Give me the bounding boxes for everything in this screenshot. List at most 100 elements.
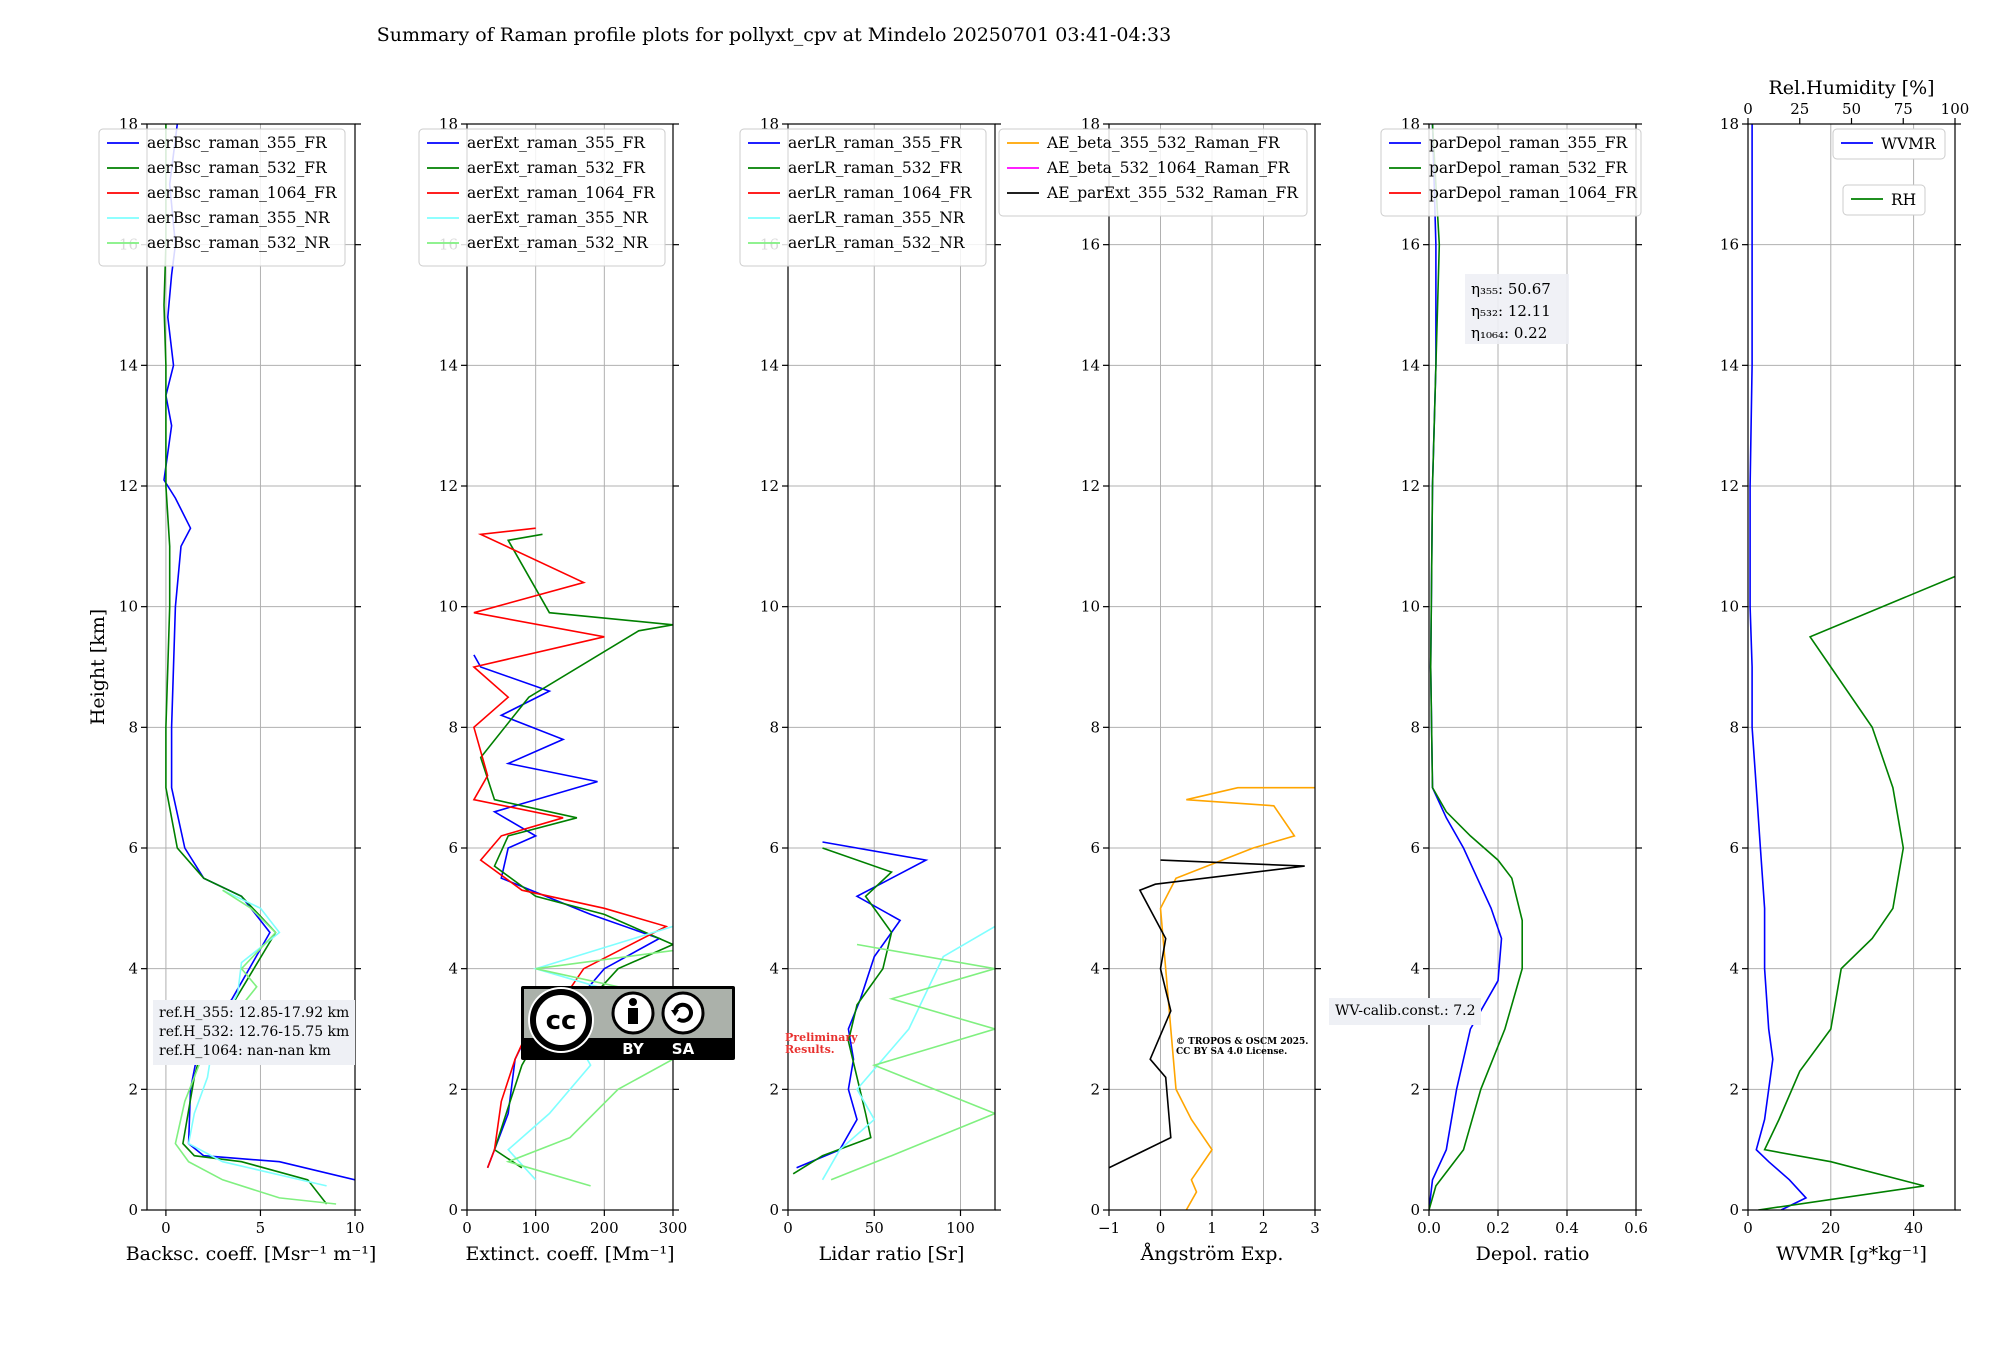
eta-box: [1465, 274, 1569, 344]
y-tick-label: 0: [769, 1201, 779, 1219]
preliminary-note: Preliminary Results.: [785, 1032, 858, 1056]
x-tick-label: −1: [1098, 1219, 1120, 1237]
series-line-aerBsc_raman_355_FR: [163, 124, 355, 1181]
legend-entry: aerBsc_raman_532_FR: [147, 159, 328, 177]
y-tick-label: 8: [1729, 718, 1739, 736]
legend: aerBsc_raman_355_FR aerBsc_raman_532_FRae…: [98, 128, 346, 267]
legend-box: [1832, 128, 1946, 160]
preliminary-line-1: Preliminary: [785, 1031, 858, 1044]
reference-height-box: ref.H_355: 12.85-17.92 km ref.H_532: 12.…: [153, 1000, 356, 1065]
y-tick-label: 0: [448, 1201, 458, 1219]
y-tick-label: 10: [1401, 598, 1420, 616]
y-tick-label: 4: [448, 960, 458, 978]
y-tick-label: 2: [128, 1080, 138, 1098]
legend-box: [418, 128, 666, 267]
ref-height-532: ref.H_532: 12.76-15.75 km: [159, 1024, 350, 1040]
series-group: [1429, 124, 1523, 1210]
y-tick-label: 14: [439, 356, 458, 374]
legend: aerLR_raman_355_FR aerLR_raman_532_FR aerL…: [739, 128, 987, 267]
series-line-aerExt_raman_532_NR: [505, 949, 673, 1187]
legend-entry: aerExt_raman_355_FR: [467, 134, 646, 152]
y-tick-label: 2: [1410, 1080, 1420, 1098]
x2-tick-label: 25: [1790, 100, 1809, 118]
series-line-aerExt_raman_532_FR: [479, 533, 673, 1169]
series-group: [1749, 124, 1955, 1210]
legend-box: [98, 128, 346, 267]
legend-box: [1842, 184, 1926, 216]
x-axis-label: Lidar ratio [Sr]: [819, 1243, 965, 1265]
legend-entry: aerExt_raman_355_NR: [467, 209, 649, 227]
license-by-label: BY: [622, 1040, 645, 1058]
legend-entry: aerLR_raman_355_FR: [788, 134, 963, 152]
eta-annotation: η₃₅₅: 50.67 η₅₃₂: 12.11 η₁₀₆₄: 0.22: [1465, 274, 1569, 344]
preliminary-line-2: Results.: [785, 1043, 835, 1056]
x-tick-label: 100: [946, 1219, 975, 1237]
y-tick-label: 6: [769, 839, 779, 857]
legend-entry: aerLR_raman_532_FR: [788, 159, 963, 177]
legend-box: [998, 128, 1308, 217]
wv-calib-box: WV-calib.const.: 7.2: [1329, 998, 1482, 1025]
series-line-parDepol_raman_532_FR: [1429, 124, 1523, 1210]
y-tick-label: 0: [1090, 1201, 1100, 1219]
x-tick-label: 0.6: [1624, 1219, 1648, 1237]
legend-entry: aerBsc_raman_355_FR: [147, 134, 328, 152]
series-line-RH: [1758, 575, 1955, 1210]
x-tick-label: 0: [462, 1219, 472, 1237]
y-tick-label: 0: [1729, 1201, 1739, 1219]
legend: aerExt_raman_355_FR aerExt_raman_532_FRae…: [418, 128, 666, 267]
legend-entry: aerLR_raman_355_NR: [788, 209, 966, 227]
y-tick-label: 10: [1720, 598, 1739, 616]
wv-calib-constant: WV-calib.const.: 7.2: [1335, 1003, 1476, 1019]
series-line-aerLR_raman_532_NR: [830, 943, 995, 1181]
series-group: [472, 527, 673, 1187]
eta-value: η₁₀₆₄: 0.22: [1471, 324, 1547, 342]
eta-value: η₃₅₅: 50.67: [1471, 280, 1551, 298]
legend-entry: aerLR_raman_532_NR: [788, 234, 966, 252]
ref-height-355: ref.H_355: 12.85-17.92 km: [159, 1005, 350, 1021]
y-tick-label: 8: [128, 718, 138, 736]
y-tick-label: 6: [1410, 839, 1420, 857]
legend-entry: aerExt_raman_532_FR: [467, 159, 646, 177]
legend: parDepol_raman_355_FR parDepol_raman_532_…: [1380, 128, 1642, 217]
eta-value: η₅₃₂: 12.11: [1471, 302, 1551, 320]
x-tick-label: 0: [1743, 1219, 1753, 1237]
panel-2: 0246810121416180100200300Extinct. coeff.…: [418, 115, 687, 1265]
legend-box: [1380, 128, 1642, 217]
x-tick-label: 3: [1310, 1219, 1320, 1237]
y-tick-label: 2: [769, 1080, 779, 1098]
series-line-aerLR_raman_532_FR: [792, 847, 894, 1175]
x2-tick-label: 75: [1894, 100, 1913, 118]
x-axis-label: WVMR [g*kg⁻¹]: [1776, 1243, 1927, 1265]
legend-entry: parDepol_raman_355_FR: [1429, 134, 1629, 152]
legend-entry: AE_parExt_355_532_Raman_FR: [1046, 184, 1299, 202]
y-tick-label: 12: [760, 477, 779, 495]
series-group: [1109, 786, 1315, 1210]
y-tick-label: 12: [119, 477, 138, 495]
y-tick-label: 8: [448, 718, 458, 736]
y-tick-label: 8: [1090, 718, 1100, 736]
x-tick-label: 50: [865, 1219, 884, 1237]
legend-entry: aerBsc_raman_355_NR: [147, 209, 331, 227]
x-tick-label: 0: [161, 1219, 171, 1237]
copyright-line-1: © TROPOS & OSCM 2025.: [1176, 1037, 1309, 1047]
x2-tick-label: 0: [1743, 100, 1753, 118]
legend-entry: aerExt_raman_1064_FR: [467, 184, 656, 202]
cc-by-sa-icon: cc BY SA: [521, 986, 735, 1060]
x2-tick-label: 50: [1842, 100, 1861, 118]
series-line-aerLR_raman_355_FR: [796, 841, 929, 1169]
svg-text:cc: cc: [546, 1006, 577, 1036]
x-tick-label: 10: [345, 1219, 364, 1237]
x-tick-label: 100: [521, 1219, 550, 1237]
y-tick-label: 6: [128, 839, 138, 857]
axes-frame: [787, 123, 996, 1211]
axes-frame: [1747, 123, 1956, 1211]
legend-entry: parDepol_raman_1064_FR: [1429, 184, 1638, 202]
series-line-aerLR_raman_355_NR: [821, 925, 995, 1181]
y-tick-label: 4: [1090, 960, 1100, 978]
y-tick-label: 18: [1720, 115, 1739, 133]
axes-frame: [1108, 123, 1316, 1211]
y-tick-label: 0: [128, 1201, 138, 1219]
axes-frame: [1428, 123, 1637, 1211]
